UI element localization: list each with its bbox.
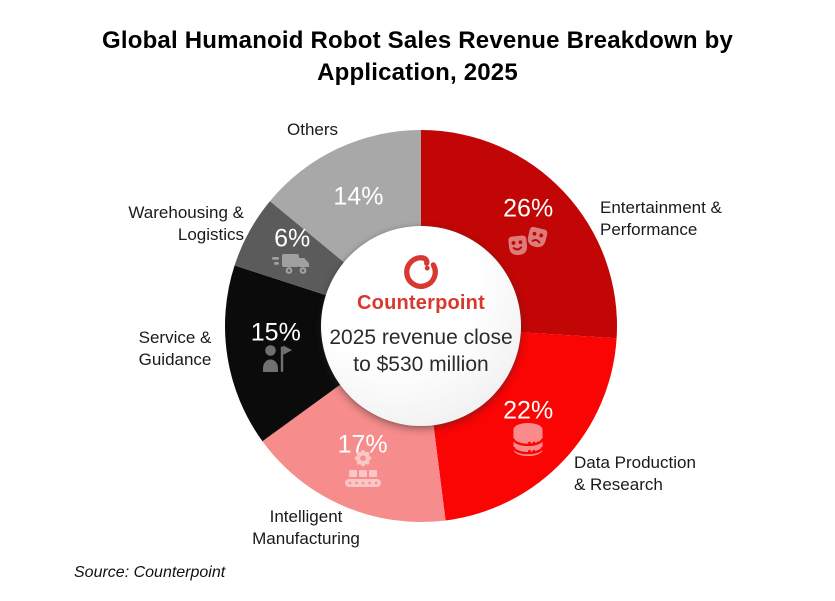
factory-conveyor-icon <box>341 448 385 492</box>
category-label-service-guidance: Service & Guidance <box>138 328 212 369</box>
center-annotation: 2025 revenue close to $530 million <box>329 326 513 376</box>
guide-person-flag-icon <box>260 342 292 374</box>
database-icon <box>512 422 545 459</box>
pie-segment-3 <box>225 265 421 442</box>
delivery-truck-icon <box>272 251 312 277</box>
segment-percent-label: 6% <box>274 224 311 253</box>
category-label-data-production: Data Production & Research <box>574 453 696 494</box>
donut-center: Counterpoint 2025 revenue close to $530 … <box>321 226 521 426</box>
category-label-warehousing-logistics: Warehousing & Logistics <box>128 203 244 244</box>
theater-masks-icon <box>507 226 549 260</box>
chart-title: Global Humanoid Robot Sales Revenue Brea… <box>101 27 734 86</box>
category-label-entertainment: Entertainment & Performance <box>600 198 722 239</box>
segment-percent-label: 15% <box>250 318 301 347</box>
category-label-intelligent-manufacturing: Intelligent Manufacturing <box>252 507 360 548</box>
category-label-others: Others <box>287 120 339 139</box>
segment-percent-label: 22% <box>503 396 554 425</box>
segment-percent-label: 26% <box>503 194 554 223</box>
counterpoint-logo-icon <box>402 252 440 290</box>
segment-percent-label: 14% <box>333 182 384 211</box>
source-note: Source: Counterpoint <box>74 564 226 581</box>
brand-name: Counterpoint <box>357 292 485 314</box>
